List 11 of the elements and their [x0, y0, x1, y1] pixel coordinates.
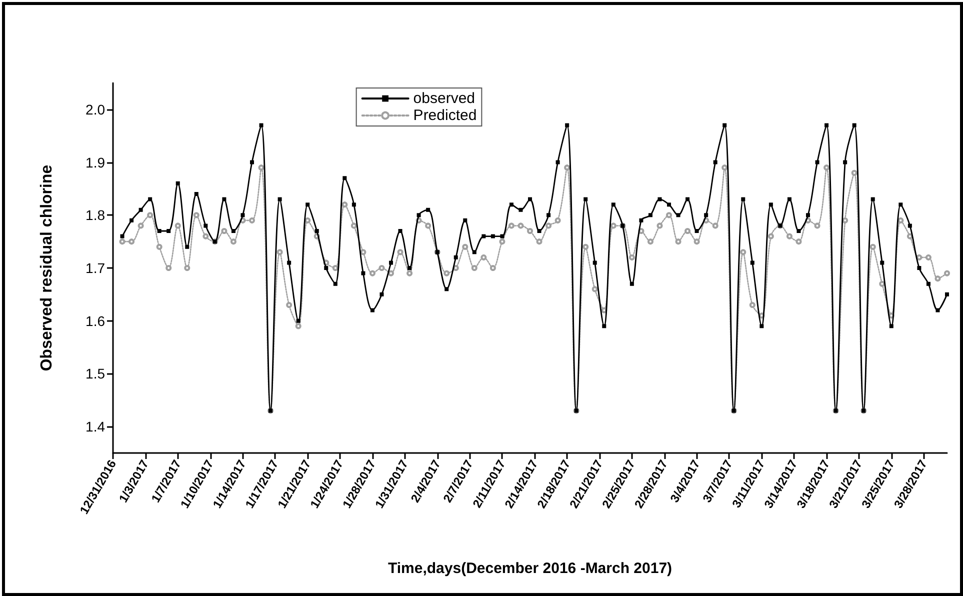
y-tick-label: 1.6	[86, 312, 106, 329]
x-axis-title: Time,days(December 2016 -March 2017)	[388, 560, 672, 577]
y-tick-label: 1.4	[86, 418, 106, 435]
y-tick-label: 1.9	[86, 154, 106, 170]
y-tick-label: 1.8	[86, 207, 106, 224]
legend-label: observed	[413, 90, 476, 107]
y-tick-label: 1.5	[86, 366, 106, 382]
y-tick-label: 2.0	[86, 101, 106, 118]
y-tick-label: 1.7	[86, 260, 106, 276]
legend-label: Predicted	[413, 107, 477, 124]
y-axis-title: Observed residual chlorine	[38, 164, 56, 372]
